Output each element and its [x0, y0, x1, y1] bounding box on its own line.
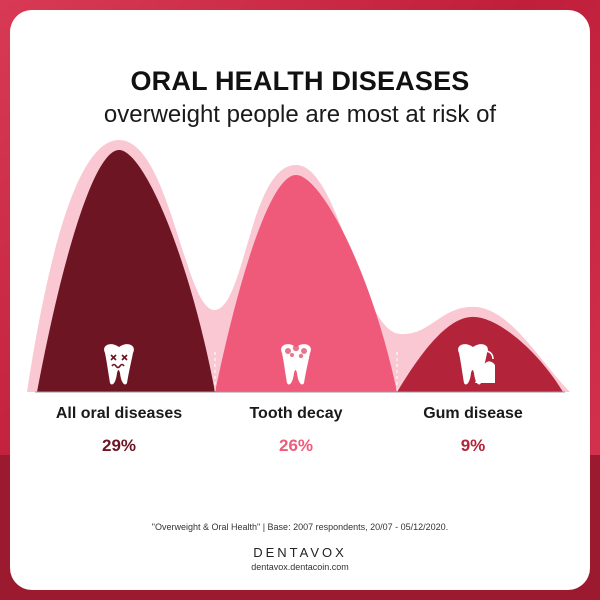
chart-peak-1: [215, 175, 397, 392]
chart-peak-0: [37, 150, 215, 392]
gum-disease-tooth-icon: [458, 344, 495, 385]
website-url: dentavox.dentacoin.com: [251, 562, 349, 572]
source-note: "Overweight & Oral Health" | Base: 2007 …: [151, 522, 449, 532]
value-label-tooth-decay: 26%: [278, 436, 314, 455]
value-label-all-oral-diseases: 29%: [101, 436, 137, 455]
infographic-card: ORAL HEALTH DISEASES overweight people a…: [10, 10, 590, 590]
chart-area: [27, 140, 570, 393]
category-label-gum-disease: Gum disease: [423, 405, 523, 422]
chart-subtitle: overweight people are most at risk of: [103, 101, 497, 128]
category-label-tooth-decay: Tooth decay: [249, 405, 343, 422]
category-label-all-oral-diseases: All oral diseases: [55, 405, 183, 422]
brand-logo: DENTAVOX: [253, 545, 347, 560]
dead-tooth-icon: [104, 344, 134, 385]
chart-title: ORAL HEALTH DISEASES: [130, 66, 470, 96]
decayed-tooth-icon: [281, 344, 311, 385]
value-label-gum-disease: 9%: [460, 436, 486, 455]
